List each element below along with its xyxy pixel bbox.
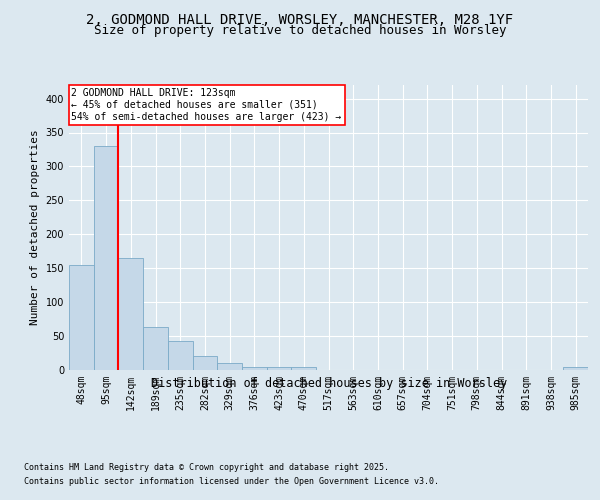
- Bar: [242, 366, 267, 370]
- Text: 2, GODMOND HALL DRIVE, WORSLEY, MANCHESTER, M28 1YF: 2, GODMOND HALL DRIVE, WORSLEY, MANCHEST…: [86, 12, 514, 26]
- Text: Contains public sector information licensed under the Open Government Licence v3: Contains public sector information licen…: [24, 477, 439, 486]
- Bar: [217, 363, 242, 370]
- Text: Contains HM Land Registry data © Crown copyright and database right 2025.: Contains HM Land Registry data © Crown c…: [24, 464, 389, 472]
- Bar: [267, 368, 292, 370]
- Text: Distribution of detached houses by size in Worsley: Distribution of detached houses by size …: [151, 378, 507, 390]
- Bar: [69, 265, 94, 370]
- Y-axis label: Number of detached properties: Number of detached properties: [30, 130, 40, 326]
- Bar: [292, 366, 316, 370]
- Text: 2 GODMOND HALL DRIVE: 123sqm
← 45% of detached houses are smaller (351)
54% of s: 2 GODMOND HALL DRIVE: 123sqm ← 45% of de…: [71, 88, 342, 122]
- Bar: [118, 258, 143, 370]
- Bar: [563, 368, 588, 370]
- Bar: [143, 327, 168, 370]
- Bar: [94, 146, 118, 370]
- Bar: [168, 341, 193, 370]
- Bar: [193, 356, 217, 370]
- Text: Size of property relative to detached houses in Worsley: Size of property relative to detached ho…: [94, 24, 506, 37]
